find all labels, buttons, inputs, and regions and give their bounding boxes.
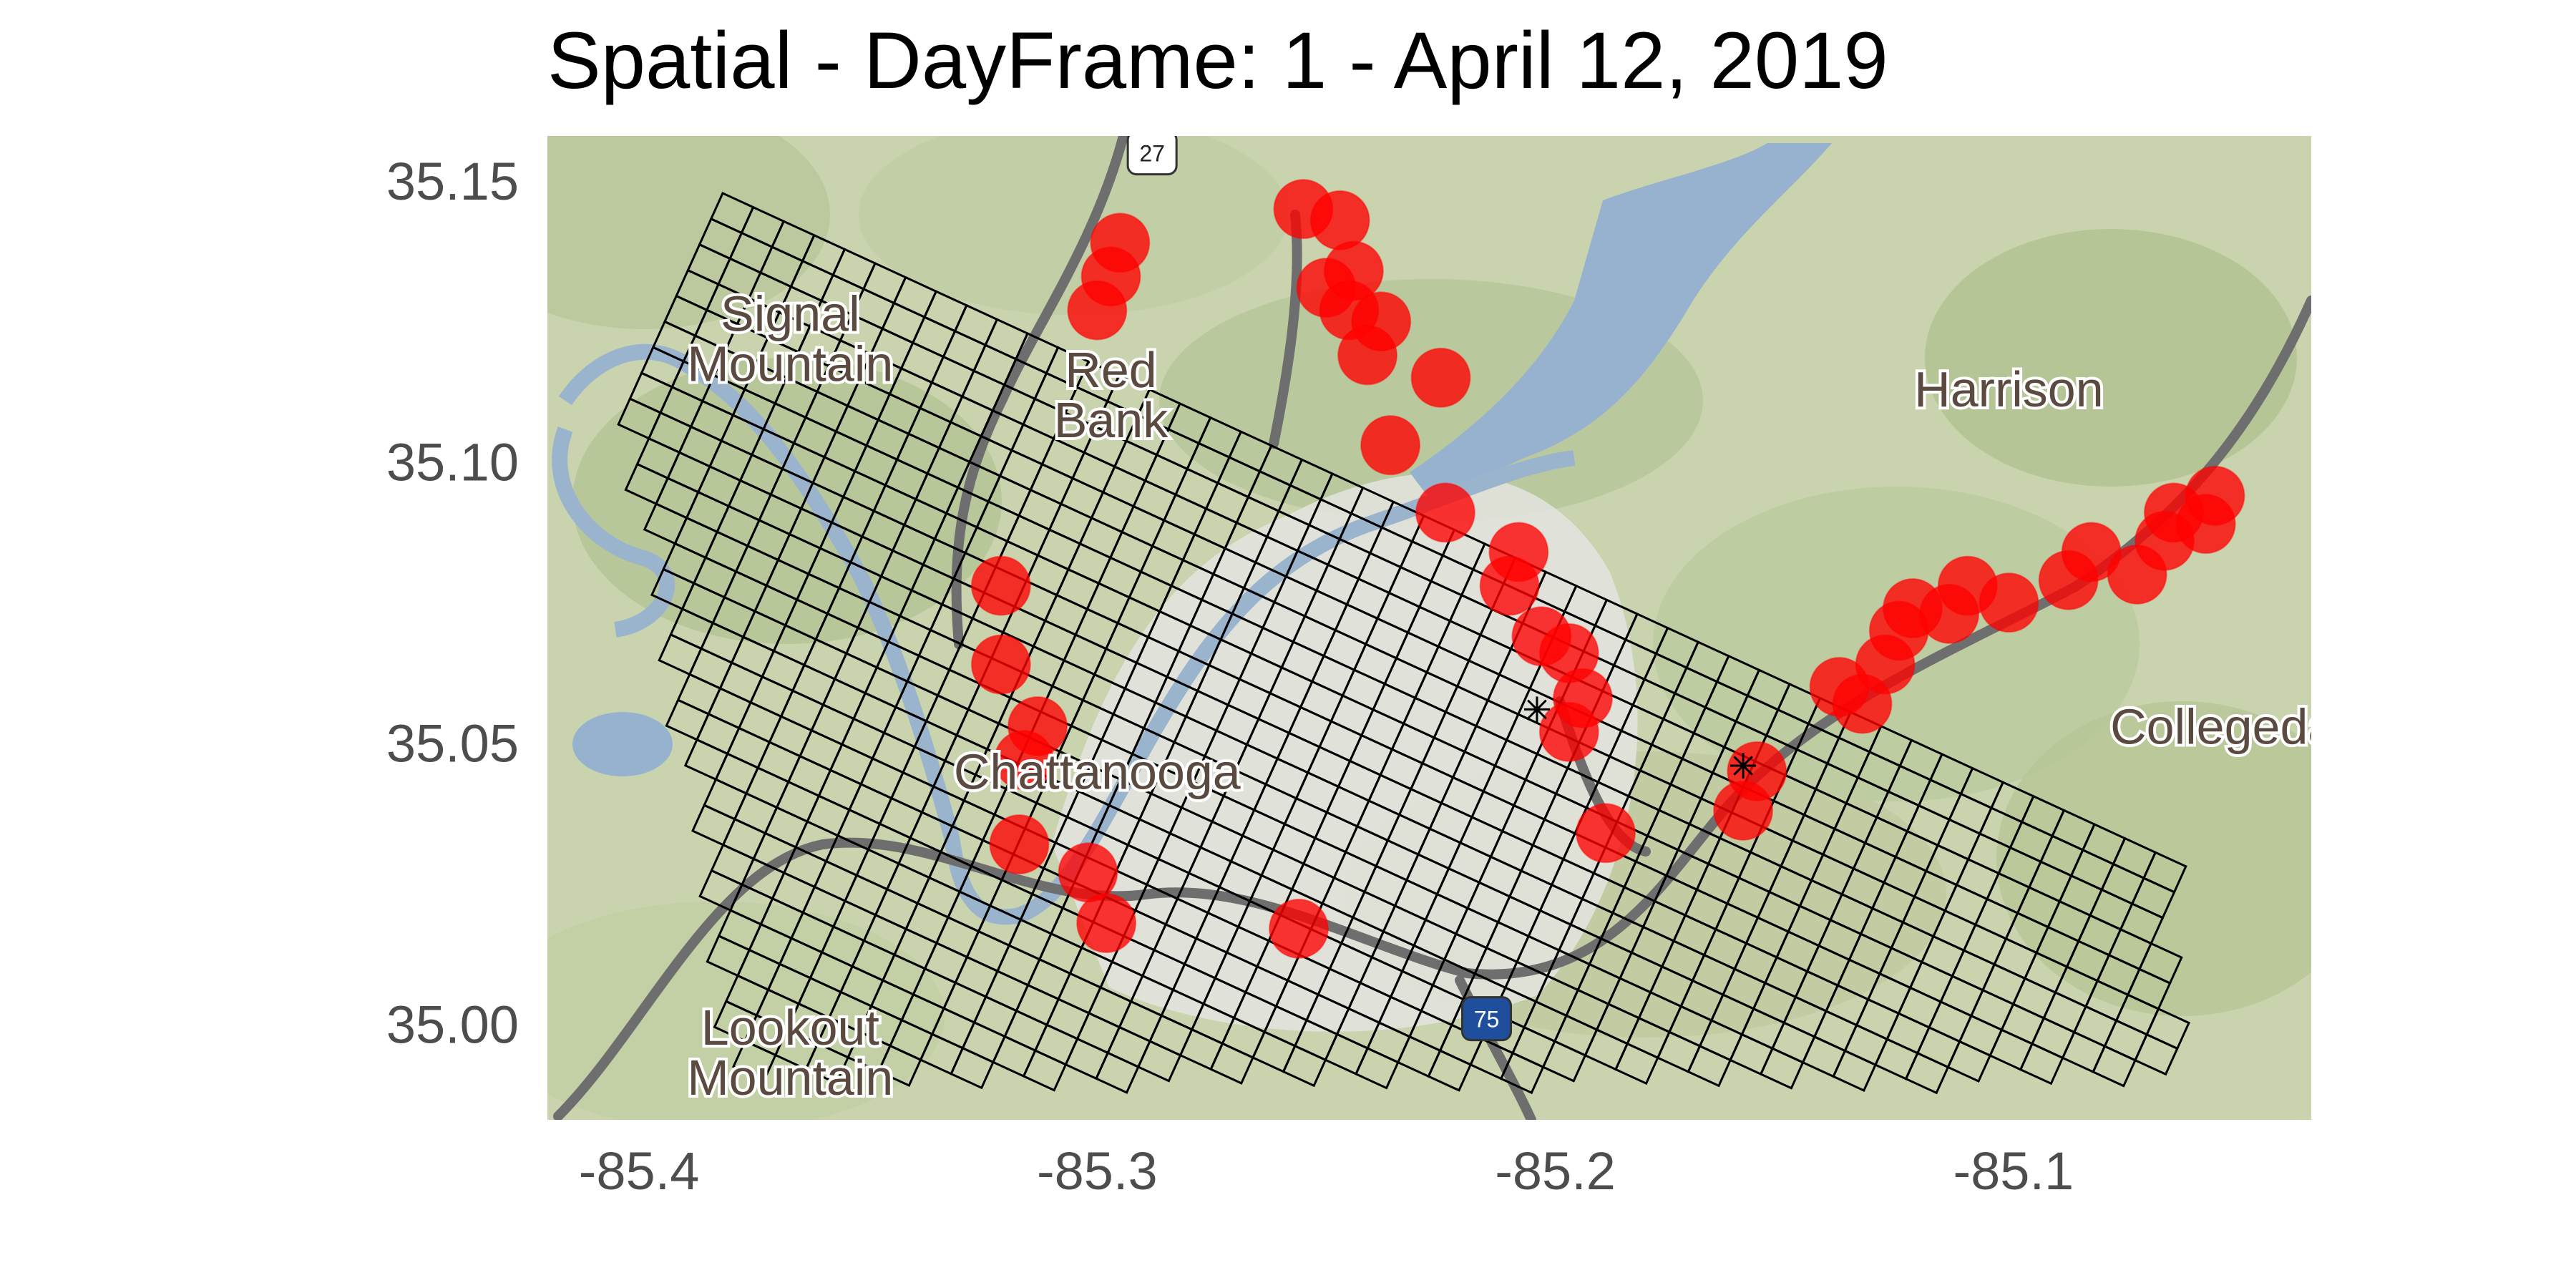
place-label: Red <box>1065 342 1156 398</box>
terrain-patch <box>1925 229 2297 487</box>
terrain-patch <box>1996 701 2311 1016</box>
highway-27 <box>951 136 1128 649</box>
centroid-marker <box>1730 753 1757 779</box>
data-point <box>1576 803 1636 864</box>
place-label: Mountain <box>687 336 893 391</box>
data-point <box>993 730 1054 791</box>
data-point <box>970 555 1031 616</box>
grid-cell <box>1022 1049 1068 1092</box>
grid-cell <box>2134 1033 2179 1076</box>
grid-cell <box>1499 1051 1545 1095</box>
data-point <box>1090 213 1151 273</box>
grid-cell <box>1355 1047 1400 1090</box>
grid-cell <box>950 1046 995 1090</box>
data-point <box>970 634 1031 695</box>
grid-cell <box>1136 1040 1182 1083</box>
data-point <box>1410 347 1471 408</box>
grid-cell <box>1095 1051 1140 1094</box>
grid-cell <box>1687 1044 1732 1088</box>
grid-cell <box>877 1044 922 1087</box>
centroid-layer <box>1523 696 1757 779</box>
centroid-marker <box>1523 696 1550 723</box>
small-lake <box>572 712 673 776</box>
place-label: Bank <box>1054 392 1169 448</box>
grid-cell <box>1282 1044 1327 1088</box>
grid-cell <box>1614 1042 1659 1085</box>
data-point <box>1337 325 1398 386</box>
svg-text:27: 27 <box>1139 141 1165 167</box>
data-point <box>1538 701 1599 762</box>
place-label: Lookout <box>701 1000 879 1055</box>
y-tick-label: 35.15 <box>386 152 519 211</box>
route-shield: 27 <box>1126 136 1178 176</box>
grid-cell <box>1904 1051 1950 1095</box>
place-label: Collegedale <box>2110 699 2375 755</box>
grid-cell <box>1946 1040 1992 1083</box>
local-road <box>1269 210 1302 449</box>
svg-text:75: 75 <box>1474 1007 1500 1033</box>
grid-cell <box>1832 1049 1877 1092</box>
place-label: Signal <box>721 286 860 341</box>
grid-cell <box>804 1042 850 1085</box>
data-point <box>2185 465 2245 526</box>
x-tick-label: -85.1 <box>1953 1141 2074 1201</box>
y-tick-label: 35.00 <box>386 995 519 1054</box>
river-bend <box>552 426 675 638</box>
reservoir-lake <box>1410 143 1832 501</box>
y-tick-label: 35.10 <box>386 433 519 492</box>
x-tick-label: -85.2 <box>1495 1141 1616 1201</box>
data-point <box>1269 898 1330 959</box>
grid-cell <box>1759 1047 1805 1090</box>
grid-cell <box>1209 1042 1254 1085</box>
data-point <box>1479 555 1540 616</box>
place-label: Mountain <box>687 1050 893 1106</box>
data-point <box>1415 482 1475 543</box>
x-tick-label: -85.4 <box>579 1141 700 1201</box>
data-point <box>1058 842 1118 903</box>
route-shield: 75 <box>1461 996 1513 1042</box>
terrain-patch <box>859 136 1288 315</box>
data-point <box>1713 780 1774 841</box>
points-layer <box>970 179 2245 959</box>
terrain-patch <box>547 136 830 329</box>
y-tick-label: 35.05 <box>386 714 519 774</box>
grid-cell <box>732 1039 777 1083</box>
grid-cell <box>1541 1040 1587 1083</box>
grid-cell <box>2019 1042 2064 1085</box>
chart-title: Spatial - DayFrame: 1 - April 12, 2019 <box>547 16 1888 105</box>
data-point <box>1979 572 2039 633</box>
x-tick-label: -85.3 <box>1037 1141 1158 1201</box>
y-axis: 35.15 35.10 35.05 35.00 <box>386 152 519 1055</box>
grid-cell <box>2092 1045 2137 1088</box>
data-point <box>1076 893 1137 953</box>
x-axis: -85.4 -85.3 -85.2 -85.1 <box>579 1141 2074 1201</box>
place-label: Chattanooga <box>954 743 1241 799</box>
grid-cell <box>1427 1049 1473 1092</box>
data-point <box>989 814 1050 874</box>
data-point <box>1309 190 1370 250</box>
place-label: Harrison <box>1914 361 2104 417</box>
data-point <box>1360 415 1421 476</box>
